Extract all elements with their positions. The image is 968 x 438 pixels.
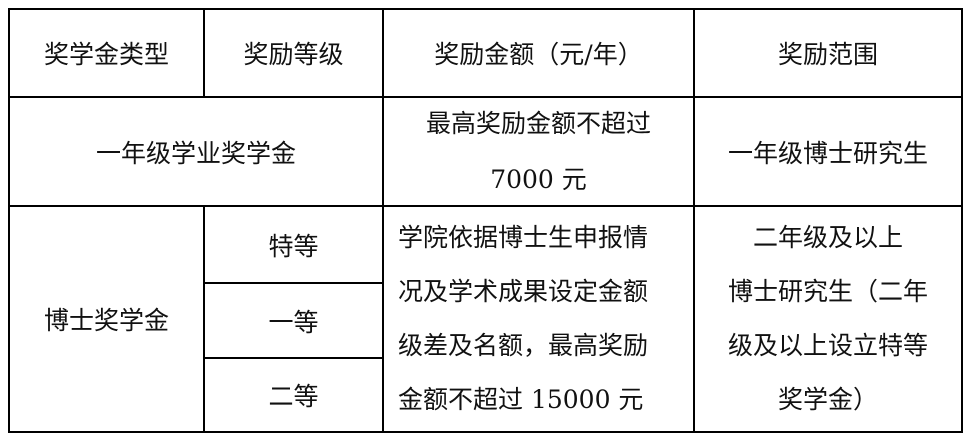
row2-amount-line: 况及学术成果设定金额 xyxy=(398,277,649,306)
row1-amount-line: 最高奖励金额不超过 xyxy=(425,108,651,138)
table-border xyxy=(8,96,963,98)
table-border xyxy=(8,431,963,433)
row2-scope: 二年级及以上 博士研究生（二年 级及以上设立特等 奖学金） xyxy=(695,207,961,431)
row2-level-special: 特等 xyxy=(268,231,319,261)
header-type: 奖学金类型 xyxy=(43,40,169,69)
table-border xyxy=(204,282,384,284)
table-border xyxy=(382,8,384,433)
row2-scope-line: 博士研究生（二年 xyxy=(727,277,928,306)
table-border xyxy=(203,205,205,433)
row2-amount-line: 学院依据博士生申报情 xyxy=(398,223,649,252)
row1-amount: 最高奖励金额不超过 7000 元 xyxy=(384,98,693,205)
row2-scope-line: 二年级及以上 xyxy=(752,223,903,252)
row1-type: 一年级学业奖学金 xyxy=(95,138,296,168)
table-border xyxy=(8,205,963,207)
table-border xyxy=(961,8,963,433)
table-border xyxy=(203,8,205,98)
row2-amount-line: 金额不超过 15000 元 xyxy=(398,385,644,414)
table-border xyxy=(693,8,695,433)
header-amount: 奖励金额（元/年） xyxy=(434,40,643,69)
row2-type: 博士奖学金 xyxy=(43,306,169,335)
row1-amount-line: 7000 元 xyxy=(490,164,587,194)
table-border xyxy=(8,8,10,433)
row2-level-second: 二等 xyxy=(268,382,319,411)
header-level: 奖励等级 xyxy=(243,40,344,69)
row2-scope-line: 奖学金） xyxy=(777,385,878,414)
row2-amount: 学院依据博士生申报情 况及学术成果设定金额 级差及名额，最高奖励 金额不超过 1… xyxy=(384,207,693,431)
row2-scope-line: 级及以上设立特等 xyxy=(727,331,928,360)
header-scope: 奖励范围 xyxy=(777,40,878,69)
table-border xyxy=(204,357,384,359)
row1-scope: 一年级博士研究生 xyxy=(727,138,928,168)
row2-level-first: 一等 xyxy=(268,307,319,337)
table-border xyxy=(8,8,963,10)
row2-amount-line: 级差及名额，最高奖励 xyxy=(398,331,649,360)
